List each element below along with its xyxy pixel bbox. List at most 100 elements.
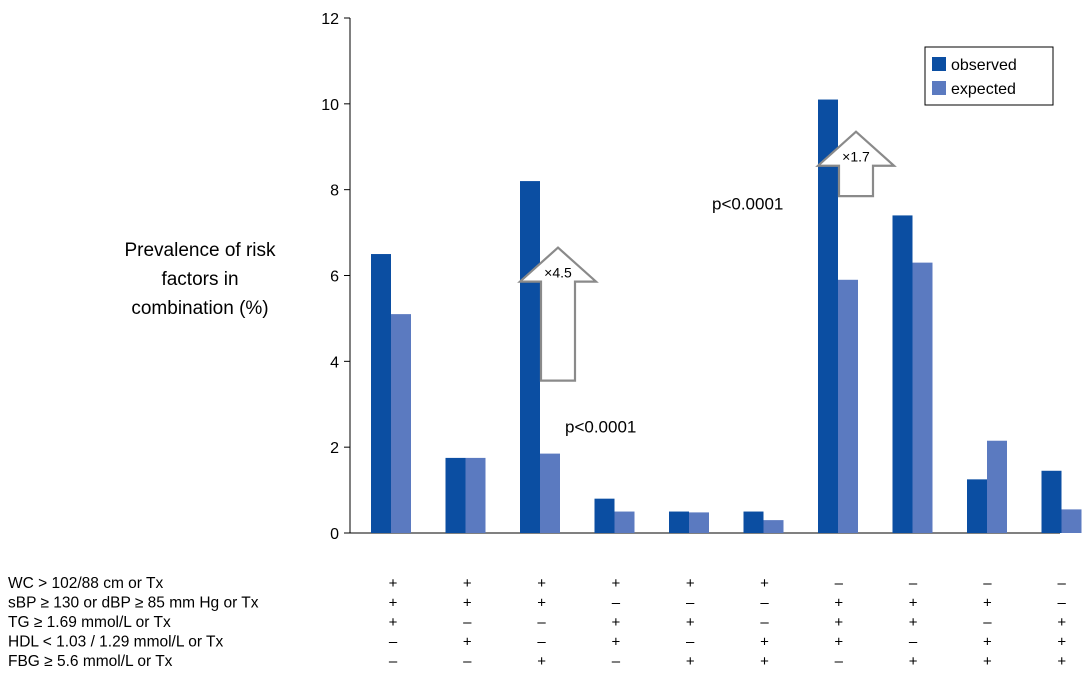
bar-expected <box>465 457 486 533</box>
combination-sign: + <box>612 634 621 651</box>
fold-change-arrow <box>517 246 599 382</box>
bar-expected <box>1061 509 1082 533</box>
legend-swatch <box>932 57 946 71</box>
bars <box>371 99 1082 534</box>
combination-sign: – <box>909 634 918 651</box>
y-tick-label: 12 <box>321 11 339 28</box>
combination-sign: + <box>389 614 398 631</box>
combination-sign: + <box>983 653 992 670</box>
combination-sign: – <box>612 595 621 612</box>
fold-change-label: ×4.5 <box>544 265 572 281</box>
bar-expected <box>838 279 858 533</box>
combination-row-label: sBP ≥ 130 or dBP ≥ 85 mm Hg or Tx <box>8 595 259 612</box>
annotations: p<0.0001 p<0.0001 <box>565 195 783 437</box>
combination-sign: + <box>983 634 992 651</box>
y-tick-label: 8 <box>330 183 339 200</box>
bar-observed <box>445 457 466 533</box>
bar-expected <box>689 512 709 533</box>
combination-sign: – <box>686 595 695 612</box>
combination-sign: – <box>1058 595 1067 612</box>
bar-expected <box>614 511 635 533</box>
bar-observed <box>743 511 764 533</box>
y-tick-label: 10 <box>321 97 339 114</box>
bar-observed <box>669 511 689 533</box>
fold-change-arrow <box>815 130 897 198</box>
bar-observed <box>371 254 391 533</box>
p-value-annotation: p<0.0001 <box>565 418 636 437</box>
combination-sign: + <box>1057 653 1066 670</box>
combination-sign: – <box>612 653 621 670</box>
y-tick-label: 0 <box>330 526 339 543</box>
combination-sign: + <box>537 653 546 670</box>
y-axis-label: Prevalence of risk factors in combinatio… <box>100 236 300 323</box>
combination-sign: + <box>686 614 695 631</box>
combination-sign: + <box>760 575 769 592</box>
bar-expected <box>763 520 784 533</box>
combination-sign: + <box>909 595 918 612</box>
combination-sign: – <box>389 653 398 670</box>
y-axis-label-line-3: combination (%) <box>131 298 269 319</box>
combination-sign: + <box>612 614 621 631</box>
combination-sign: + <box>834 634 843 651</box>
bar-observed <box>594 498 615 533</box>
combination-sign: + <box>686 575 695 592</box>
fold-change-label: ×1.7 <box>842 149 870 165</box>
legend-label: observed <box>951 57 1017 74</box>
bar-observed <box>892 215 913 533</box>
combination-sign: + <box>1057 614 1066 631</box>
combination-sign: + <box>686 653 695 670</box>
combination-sign: + <box>909 653 918 670</box>
legend-box <box>924 46 1054 106</box>
combination-table: WC > 102/88 cm or Tx sBP ≥ 130 or dBP ≥ 8… <box>8 575 1067 670</box>
combination-row-label: FBG ≥ 5.6 mmol/L or Tx <box>8 653 173 670</box>
bar-observed <box>520 181 540 534</box>
combination-sign: – <box>983 614 992 631</box>
combination-sign: – <box>909 575 918 592</box>
combination-sign: + <box>537 575 546 592</box>
combination-sign: + <box>612 575 621 592</box>
combination-sign: + <box>463 575 472 592</box>
y-axis-label-line-2: factors in <box>161 269 239 290</box>
bar-observed <box>818 99 838 534</box>
combination-sign: + <box>463 634 472 651</box>
legend-swatch <box>932 81 946 95</box>
y-tick-label: 4 <box>330 354 339 371</box>
legend: observed expected <box>924 46 1054 106</box>
combination-sign: + <box>760 634 769 651</box>
combination-sign: – <box>983 575 992 592</box>
combination-row-label: WC > 102/88 cm or Tx <box>8 575 163 592</box>
combination-sign: + <box>389 575 398 592</box>
combination-sign: – <box>686 634 695 651</box>
combination-sign: + <box>389 595 398 612</box>
y-tick-label: 2 <box>330 440 339 457</box>
combination-sign: – <box>537 614 546 631</box>
combination-sign: + <box>537 595 546 612</box>
combination-sign: – <box>760 614 769 631</box>
combination-sign: – <box>463 653 472 670</box>
combination-sign: – <box>835 575 844 592</box>
y-tick-label: 6 <box>330 269 339 286</box>
combination-sign: – <box>389 634 398 651</box>
bar-expected <box>912 262 933 533</box>
bar-observed <box>967 479 987 533</box>
fold-change-arrows: ×4.5 ×1.7 <box>517 130 897 382</box>
combination-sign: + <box>1057 634 1066 651</box>
combination-sign: – <box>537 634 546 651</box>
combination-row-label: HDL < 1.03 / 1.29 mmol/L or Tx <box>8 634 223 651</box>
combination-sign: + <box>834 595 843 612</box>
combination-sign: – <box>463 614 472 631</box>
combination-sign: + <box>463 595 472 612</box>
combination-sign: – <box>1058 575 1067 592</box>
combination-sign: – <box>760 595 769 612</box>
y-axis-label-line-1: Prevalence of risk <box>124 240 276 261</box>
combination-sign: – <box>835 653 844 670</box>
combination-sign: + <box>760 653 769 670</box>
combination-sign: + <box>834 614 843 631</box>
combination-sign: + <box>909 614 918 631</box>
combination-sign: + <box>983 595 992 612</box>
legend-label: expected <box>951 81 1016 98</box>
bar-observed <box>1041 470 1062 533</box>
p-value-annotation: p<0.0001 <box>712 195 783 214</box>
bar-expected <box>987 440 1007 533</box>
